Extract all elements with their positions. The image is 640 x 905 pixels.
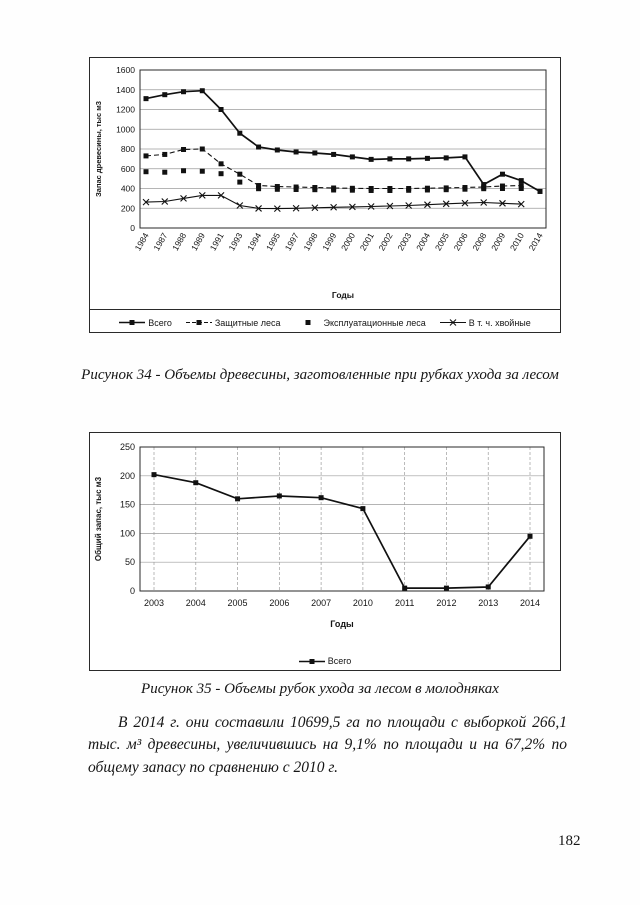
svg-text:2004: 2004 — [414, 231, 432, 253]
svg-text:1999: 1999 — [320, 231, 338, 253]
svg-text:1988: 1988 — [170, 231, 188, 253]
figure-35-caption: Рисунок 35 - Объемы рубок ухода за лесом… — [141, 681, 499, 697]
svg-text:Годы: Годы — [332, 290, 354, 300]
legend-item: Защитные леса — [185, 317, 281, 328]
svg-text:2003: 2003 — [144, 598, 164, 608]
svg-text:1989: 1989 — [189, 231, 207, 253]
svg-text:Годы: Годы — [330, 619, 354, 629]
legend-item: Всего — [119, 318, 172, 328]
legend-label: Защитные леса — [214, 317, 281, 328]
figure-34-chart: 0 200 400 600 800 1000 1200 1400 1600 1984 1987 198… — [89, 57, 561, 333]
chart-34-legend: Всего Защитные леса Эксплуатационные леса В… — [90, 309, 560, 335]
svg-text:200: 200 — [121, 203, 135, 213]
svg-text:1997: 1997 — [283, 231, 301, 253]
svg-text:1200: 1200 — [116, 105, 135, 115]
svg-text:1984: 1984 — [133, 231, 151, 253]
svg-text:0: 0 — [130, 586, 135, 596]
svg-text:2005: 2005 — [433, 231, 451, 253]
svg-text:2007: 2007 — [311, 598, 331, 608]
svg-text:400: 400 — [121, 184, 135, 194]
svg-text:50: 50 — [125, 557, 135, 567]
page-number: 182 — [558, 833, 581, 849]
svg-text:1994: 1994 — [245, 231, 263, 253]
legend-label: Всего — [327, 656, 352, 666]
svg-text:2010: 2010 — [508, 231, 526, 253]
svg-text:2004: 2004 — [186, 598, 206, 608]
svg-text:Запас древесины, тыс м3: Запас древесины, тыс м3 — [94, 101, 103, 197]
svg-text:1998: 1998 — [301, 231, 319, 253]
svg-text:2006: 2006 — [452, 231, 470, 253]
legend-label: Эксплуатационные леса — [323, 317, 426, 328]
legend-label: Всего — [148, 317, 172, 328]
legend-item: В т. ч. хвойные — [439, 317, 531, 328]
svg-text:600: 600 — [121, 164, 135, 174]
figure-34-caption: Рисунок 34 - Объемы древесины, заготовле… — [81, 367, 559, 383]
svg-text:2012: 2012 — [436, 598, 456, 608]
legend-label: В т. ч. хвойные — [468, 317, 531, 328]
svg-text:2014: 2014 — [520, 598, 540, 608]
svg-text:2003: 2003 — [395, 231, 413, 253]
legend-marker-icon — [305, 320, 311, 325]
svg-text:2014: 2014 — [527, 231, 545, 253]
svg-text:2005: 2005 — [228, 598, 248, 608]
svg-text:2011: 2011 — [395, 598, 414, 608]
svg-text:1987: 1987 — [151, 231, 169, 253]
svg-text:2006: 2006 — [269, 598, 289, 608]
svg-text:1991: 1991 — [208, 231, 226, 253]
chart-35-legend: Всего — [90, 650, 560, 672]
svg-text:1400: 1400 — [116, 85, 135, 95]
legend-item: Эксплуатационные леса — [295, 318, 426, 328]
svg-text:1000: 1000 — [116, 124, 135, 134]
legend-marker-icon — [439, 319, 466, 326]
svg-text:0: 0 — [130, 223, 135, 233]
svg-text:2002: 2002 — [377, 231, 395, 253]
figure-35-chart: 0 50 100 150 200 250 2003 2004 2005 2006 2007 2010 2… — [89, 432, 561, 671]
legend-marker-icon — [119, 320, 146, 325]
svg-text:100: 100 — [120, 528, 135, 538]
body-paragraph: В 2014 г. они составили 10699,5 га по пл… — [88, 714, 567, 776]
svg-text:1600: 1600 — [116, 65, 135, 75]
legend-marker-icon — [185, 320, 212, 325]
svg-text:2009: 2009 — [489, 231, 507, 253]
svg-text:Общий запас, тыс м3: Общий запас, тыс м3 — [94, 476, 103, 561]
svg-text:2010: 2010 — [353, 598, 373, 608]
svg-text:2000: 2000 — [339, 231, 357, 253]
svg-text:2013: 2013 — [478, 598, 498, 608]
legend-item: Всего — [298, 656, 352, 666]
line-chart-35: 0 50 100 150 200 250 2003 2004 2005 2006 2007 2010 2… — [94, 442, 545, 629]
legend-marker-icon — [298, 658, 325, 664]
svg-text:1995: 1995 — [264, 231, 282, 253]
svg-text:150: 150 — [120, 500, 135, 510]
svg-text:200: 200 — [120, 471, 135, 481]
svg-text:2001: 2001 — [358, 231, 376, 253]
svg-text:2008: 2008 — [470, 231, 488, 253]
svg-text:1993: 1993 — [226, 231, 244, 253]
svg-text:250: 250 — [120, 442, 135, 452]
svg-text:800: 800 — [121, 144, 135, 154]
